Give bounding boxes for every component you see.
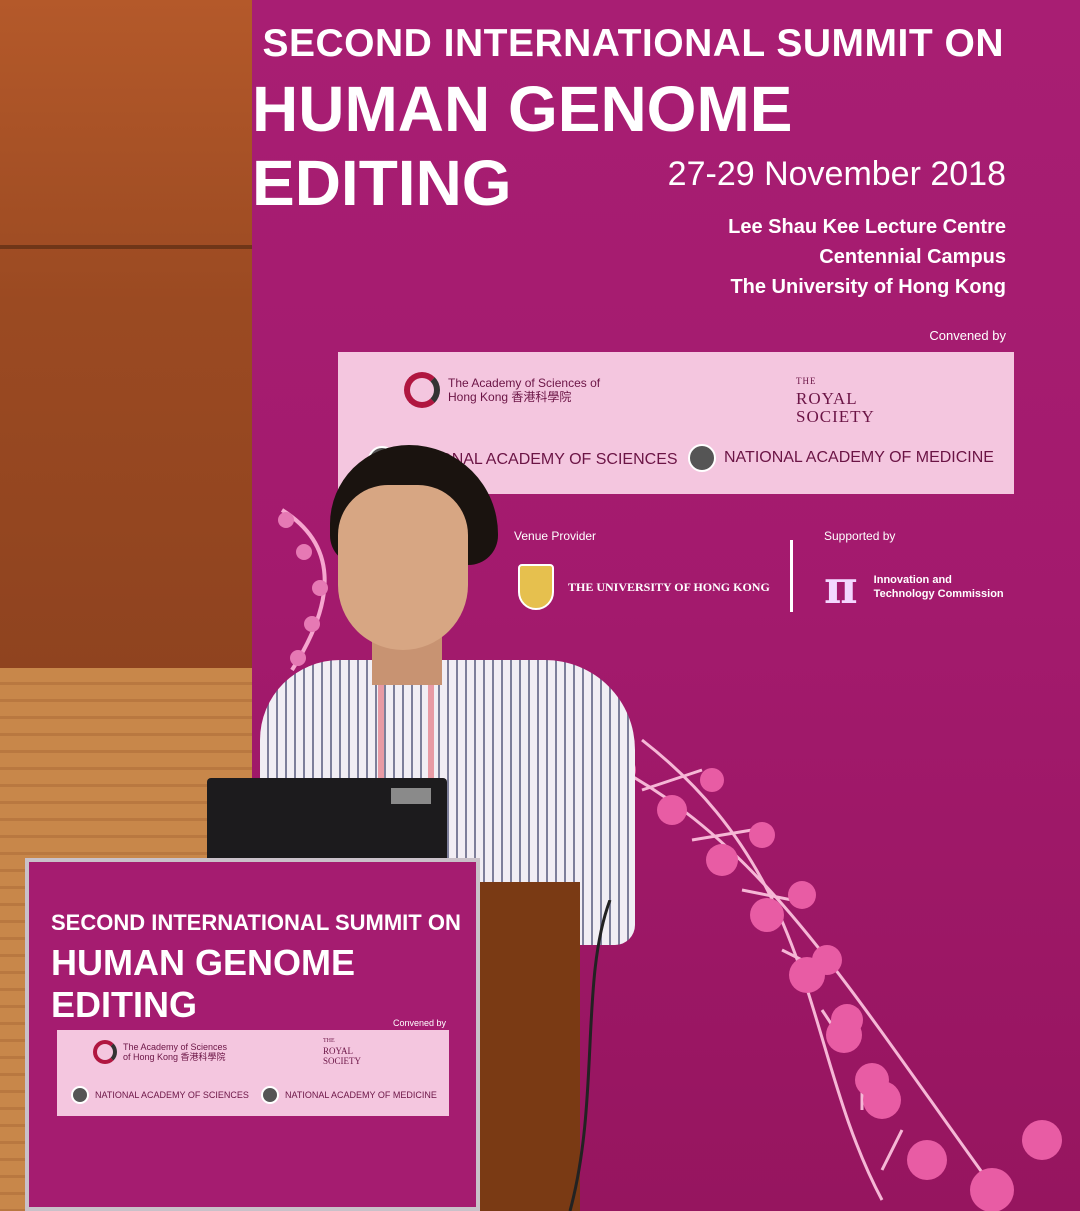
banner-title-line2: HUMAN GENOME EDITING [252,73,793,219]
wood-wall-panel [0,0,280,670]
lectern-hk-academy-logo: The Academy of Sciences of Hong Kong 香港科… [93,1040,233,1064]
lectern-title-line1: SECOND INTERNATIONAL SUMMIT ON [51,910,461,935]
royal-society-name: ROYAL SOCIETY [796,389,875,426]
hk-academy-swirl-icon [404,372,440,408]
itc-logo: π Innovation and Technology Commission [824,564,1004,610]
itc-name: Innovation and Technology Commission [873,574,1004,600]
hku-logo: THE UNIVERSITY OF HONG KONG [518,564,770,610]
dna-helix-small-icon [278,508,328,672]
lanyard [378,675,434,795]
dna-helix-icon [601,738,1062,1211]
lectern-royal-society-small: THE [323,1038,335,1044]
laptop-badge [391,788,431,804]
venue-provider-label: Venue Provider [514,529,597,543]
lectern-royal-society-name: ROYAL SOCIETY [323,1046,361,1066]
banner-venue: Lee Shau Kee Lecture Centre Centennial C… [728,212,1006,302]
royal-society-small: THE [796,376,817,386]
supported-by-label: Supported by [824,529,896,543]
lectern-nam-logo: NATIONAL ACADEMY OF MEDICINE [261,1086,437,1104]
nas-name: NATIONAL ACADEMY OF SCIENCES [404,451,678,468]
lectern-side [470,882,580,1211]
lectern-title-line2: HUMAN GENOME EDITING [51,942,355,1025]
nam-name: NATIONAL ACADEMY OF MEDICINE [724,449,994,466]
hk-academy-swirl-icon [93,1040,117,1064]
lectern-nas-name: NATIONAL ACADEMY OF SCIENCES [95,1090,249,1100]
nas-seal-icon [71,1086,89,1104]
hk-academy-logo: The Academy of Sciences of Hong Kong 香港科… [404,372,628,408]
pi-icon: π [824,560,858,614]
microphone-cable [568,900,612,1211]
logo-divider [790,540,793,612]
hku-name: THE UNIVERSITY OF HONG KONG [568,579,770,594]
laptop [207,778,447,860]
hku-crest-icon [518,564,554,610]
nam-logo: NATIONAL ACADEMY OF MEDICINE [688,444,994,472]
lectern-logo-panel: The Academy of Sciences of Hong Kong 香港科… [57,1030,449,1116]
lectern-hk-academy-name: The Academy of Sciences of Hong Kong 香港科… [123,1042,228,1062]
lectern-convened-by: Convened by [392,1018,446,1028]
lectern-royal-society-logo: THE ROYAL SOCIETY [323,1036,373,1066]
speaker-face [338,485,468,650]
convened-by-label: Convened by [929,328,1006,343]
banner-title-line1: SECOND INTERNATIONAL SUMMIT ON [262,22,1004,65]
convener-logo-panel: The Academy of Sciences of Hong Kong 香港科… [338,352,1014,494]
banner-dates: 27-29 November 2018 [667,155,1006,193]
nam-seal-icon [688,444,716,472]
venue-line: Lee Shau Kee Lecture Centre [728,216,1006,238]
hk-academy-name: The Academy of Sciences of Hong Kong 香港科… [448,376,601,404]
wall-seam [0,245,275,249]
venue-line: The University of Hong Kong [730,276,1006,298]
royal-society-logo: THE ROYAL SOCIETY [796,372,886,426]
lectern-nas-logo: NATIONAL ACADEMY OF SCIENCES [71,1086,249,1104]
venue-line: Centennial Campus [819,246,1006,268]
lectern-nam-name: NATIONAL ACADEMY OF MEDICINE [285,1090,437,1100]
nam-seal-icon [261,1086,279,1104]
lectern-sign: SECOND INTERNATIONAL SUMMIT ON HUMAN GEN… [25,858,480,1211]
